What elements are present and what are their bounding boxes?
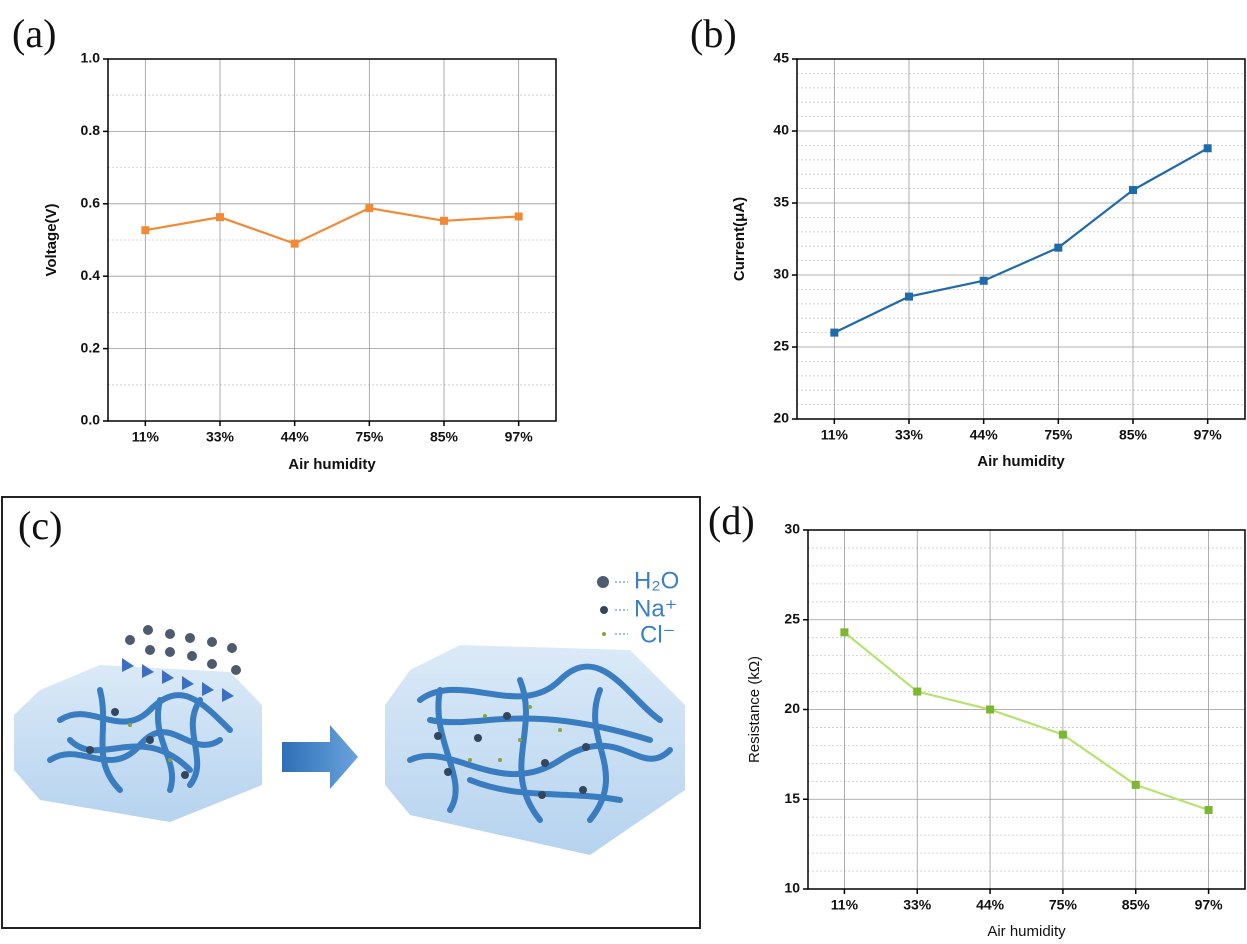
panel-frame <box>1 496 701 929</box>
y-tick-label: 15 <box>784 790 800 806</box>
marker <box>1203 144 1212 153</box>
y-tick-label: 1.0 <box>81 50 101 66</box>
chart: 10 15 20 25 30 11% 33% 44% 75% 85% 97% (d) Air humid… <box>708 498 1246 940</box>
x-tick-label: 11% <box>132 429 160 445</box>
plot-frame <box>796 58 1246 420</box>
y-tick-label: 0.2 <box>81 339 101 355</box>
flow-arrows <box>122 658 234 702</box>
x-tick-label: 85% <box>1119 427 1148 443</box>
x-tick-label: 85% <box>430 429 459 445</box>
diagram-panel: (c) <box>1 496 701 929</box>
panel-label: (a) <box>12 11 56 56</box>
y-tick-label: 20 <box>773 410 789 426</box>
y-tick-label: 30 <box>773 266 789 282</box>
x-tick-label: 33% <box>206 429 235 445</box>
marker <box>1058 730 1067 739</box>
x-tick-label: 97% <box>1194 427 1223 443</box>
x-tick-label: 75% <box>355 429 384 445</box>
legend-label: Cl⁻ <box>640 621 675 648</box>
panel-label: (d) <box>708 498 755 543</box>
y-tick-label: 0.0 <box>81 412 101 428</box>
x-axis-title: Air humidity <box>987 923 1066 940</box>
transition-arrow <box>282 725 358 789</box>
y-tick-label: 30 <box>784 521 800 537</box>
x-tick-label: 44% <box>281 429 310 445</box>
x-axis-title: Air humidity <box>288 456 376 473</box>
x-tick-label: 44% <box>976 897 1005 913</box>
y-tick-label: 20 <box>784 700 800 716</box>
marker <box>216 213 224 222</box>
marker <box>1129 186 1137 195</box>
series-line <box>833 147 1209 334</box>
y-tick-label: 10 <box>784 880 800 896</box>
x-tick-label: 85% <box>1122 897 1151 913</box>
y-tick-label: 0.6 <box>81 195 101 211</box>
marker <box>440 216 448 225</box>
y-tick-label: 25 <box>773 338 789 354</box>
legend: H₂O Na⁺ Cl⁻ <box>597 567 679 648</box>
fibers <box>47 663 673 823</box>
marker <box>840 628 849 637</box>
marker <box>905 292 913 301</box>
x-tick-label: 97% <box>1195 897 1224 913</box>
chloride <box>128 705 562 762</box>
x-axis-title: Air humidity <box>977 453 1065 470</box>
plot-frame <box>807 529 1246 890</box>
x-tick-label: 33% <box>903 897 932 913</box>
marker <box>290 239 299 248</box>
x-tick-label: 44% <box>970 427 999 443</box>
series-line <box>145 207 519 245</box>
x-tick-label: 75% <box>1044 427 1073 443</box>
marker <box>1204 806 1213 815</box>
marker <box>979 276 988 285</box>
legend-swatch <box>600 606 608 614</box>
x-tick-label: 11% <box>831 897 859 913</box>
ions <box>86 708 590 799</box>
marker <box>514 212 523 221</box>
y-tick-label: 35 <box>773 194 789 210</box>
x-tick-label: 97% <box>505 429 534 445</box>
legend-label: H₂O <box>634 567 679 594</box>
water-molecules <box>125 625 241 675</box>
gel-block <box>385 645 685 855</box>
x-tick-label: 33% <box>895 427 924 443</box>
marker <box>1131 780 1140 789</box>
y-axis-title: Current(μA) <box>731 197 748 281</box>
panel-label: (c) <box>18 503 62 548</box>
y-tick-label: 0.8 <box>81 122 101 138</box>
marker <box>365 204 374 213</box>
marker <box>913 687 922 696</box>
marker <box>830 328 839 337</box>
y-tick-label: 25 <box>784 610 800 626</box>
x-tick-label: 11% <box>821 427 849 443</box>
y-tick-label: 0.4 <box>81 267 101 283</box>
legend-swatch <box>602 632 606 636</box>
y-tick-label: 40 <box>773 122 789 138</box>
chart: 0.0 0.2 0.4 0.6 0.8 1.0 11% 33% 44% 75% 85% 97% (a) A… <box>12 11 557 473</box>
legend-swatch <box>597 576 609 588</box>
legend-label: Na⁺ <box>634 595 677 622</box>
marker <box>986 705 995 714</box>
y-axis-title: Resistance (kΩ) <box>746 656 763 763</box>
y-tick-label: 45 <box>773 50 789 66</box>
y-axis-title: Voltage(V) <box>43 203 60 276</box>
chart: 20 25 30 35 40 45 11% 33% 44% 75% 85% 97% (b) Air hum… <box>690 11 1246 470</box>
series-line <box>843 631 1209 812</box>
marker <box>141 226 150 235</box>
x-tick-label: 75% <box>1049 897 1078 913</box>
panel-label: (b) <box>690 11 737 56</box>
plot-frame <box>107 58 557 422</box>
marker <box>1054 243 1063 252</box>
